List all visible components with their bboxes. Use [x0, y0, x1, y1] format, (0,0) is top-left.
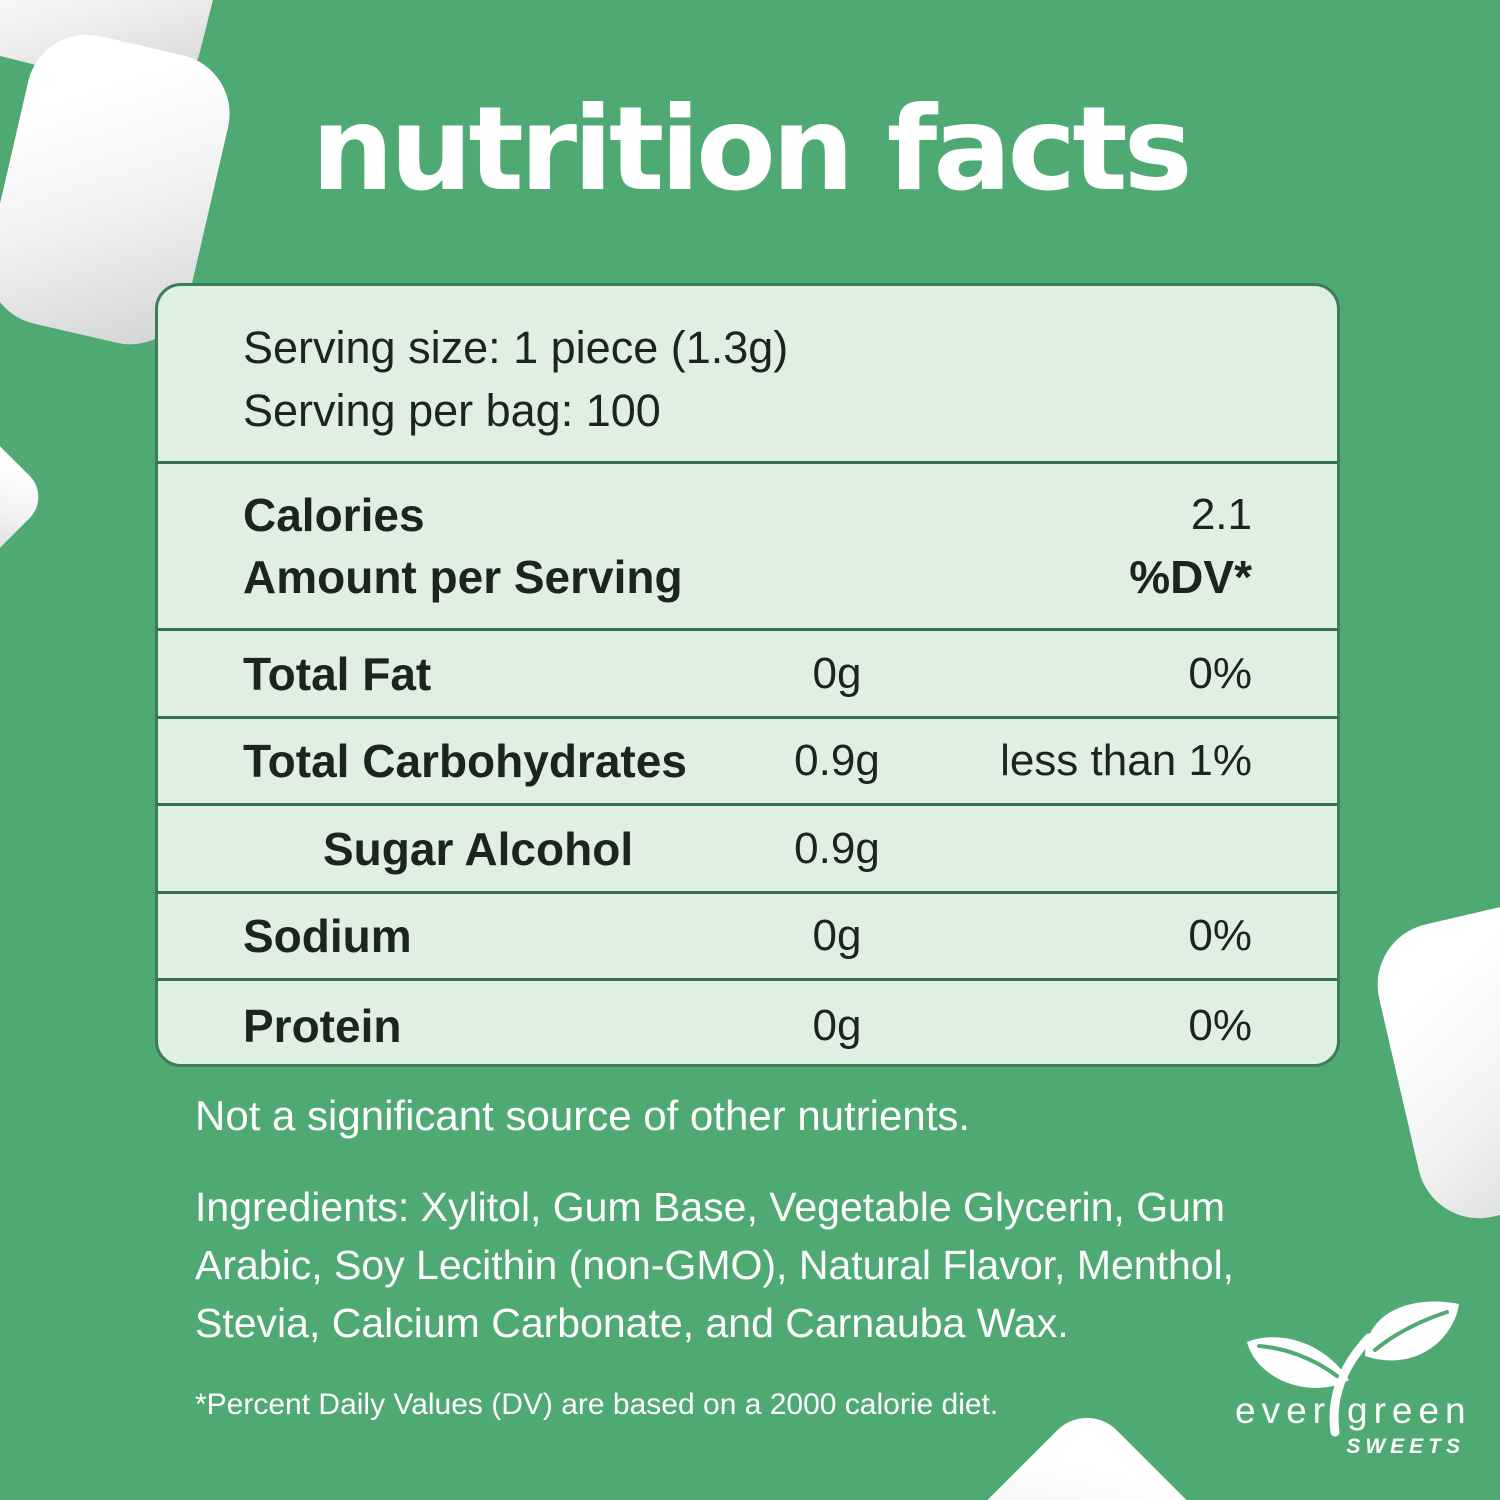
row-dv: 0% [1188, 648, 1252, 698]
row-dv: 0% [1188, 911, 1252, 960]
row-label: Total Carbohydrates [243, 735, 687, 787]
ingredients-line-3: Stevia, Calcium Carbonate, and Carnauba … [195, 1300, 1069, 1346]
table-row-total-carbohydrates: Total Carbohydrates 0.9g less than 1% [158, 716, 1337, 803]
row-label: Sodium [243, 910, 412, 962]
row-label: Protein [243, 999, 402, 1052]
table-row-sugar-alcohol: Sugar Alcohol 0.9g [158, 803, 1337, 891]
serving-size-line: Serving size: 1 piece (1.3g) [243, 322, 789, 373]
row-amount: 0g [812, 911, 862, 960]
dv-header: %DV* [1129, 551, 1252, 603]
ingredients-line-1: Ingredients: Xylitol, Gum Base, Vegetabl… [195, 1184, 1226, 1230]
logo-word-green: green [1347, 1390, 1472, 1431]
gum-piece-right-edge [1365, 885, 1500, 1231]
leaf-sprout-icon [1247, 1301, 1459, 1437]
daily-value-footnote: *Percent Daily Values (DV) are based on … [195, 1388, 999, 1421]
row-label: Sugar Alcohol [323, 822, 634, 875]
calories-value: 2.1 [1190, 490, 1252, 539]
table-row-total-fat: Total Fat 0g 0% [158, 628, 1337, 716]
table-row-protein: Protein 0g 0% [158, 978, 1337, 1064]
ingredients-paragraph: Ingredients: Xylitol, Gum Base, Vegetabl… [195, 1178, 1355, 1352]
other-nutrients-note: Not a significant source of other nutrie… [195, 1092, 971, 1139]
row-dv: 0% [1188, 1000, 1252, 1050]
logo-subtitle-sweets: SWEETS [1346, 1435, 1465, 1458]
evergreen-sweets-logo: ever green SWEETS [1235, 1298, 1467, 1466]
servings-per-bag-line: Serving per bag: 100 [243, 385, 661, 436]
ingredients-line-2: Arabic, Soy Lecithin (non-GMO), Natural … [195, 1242, 1235, 1288]
row-amount: 0g [812, 648, 862, 698]
serving-section: Serving size: 1 piece (1.3g) Serving per… [158, 286, 1337, 461]
table-row-sodium: Sodium 0g 0% [158, 891, 1337, 978]
row-amount: 0.9g [794, 823, 880, 873]
amount-per-serving-label: Amount per Serving [243, 551, 683, 603]
nutrition-facts-panel: Serving size: 1 piece (1.3g) Serving per… [155, 283, 1340, 1067]
row-amount: 0g [812, 1000, 862, 1050]
calories-section: Calories 2.1 Amount per Serving %DV* [158, 461, 1337, 628]
calories-label: Calories [243, 489, 425, 541]
logo-word-ever: ever [1235, 1390, 1331, 1431]
row-amount: 0.9g [794, 736, 880, 785]
row-dv: less than 1% [1000, 736, 1252, 785]
page-title: nutrition facts [311, 82, 1192, 217]
row-label: Total Fat [243, 647, 432, 700]
gum-piece-left-edge [0, 419, 51, 575]
